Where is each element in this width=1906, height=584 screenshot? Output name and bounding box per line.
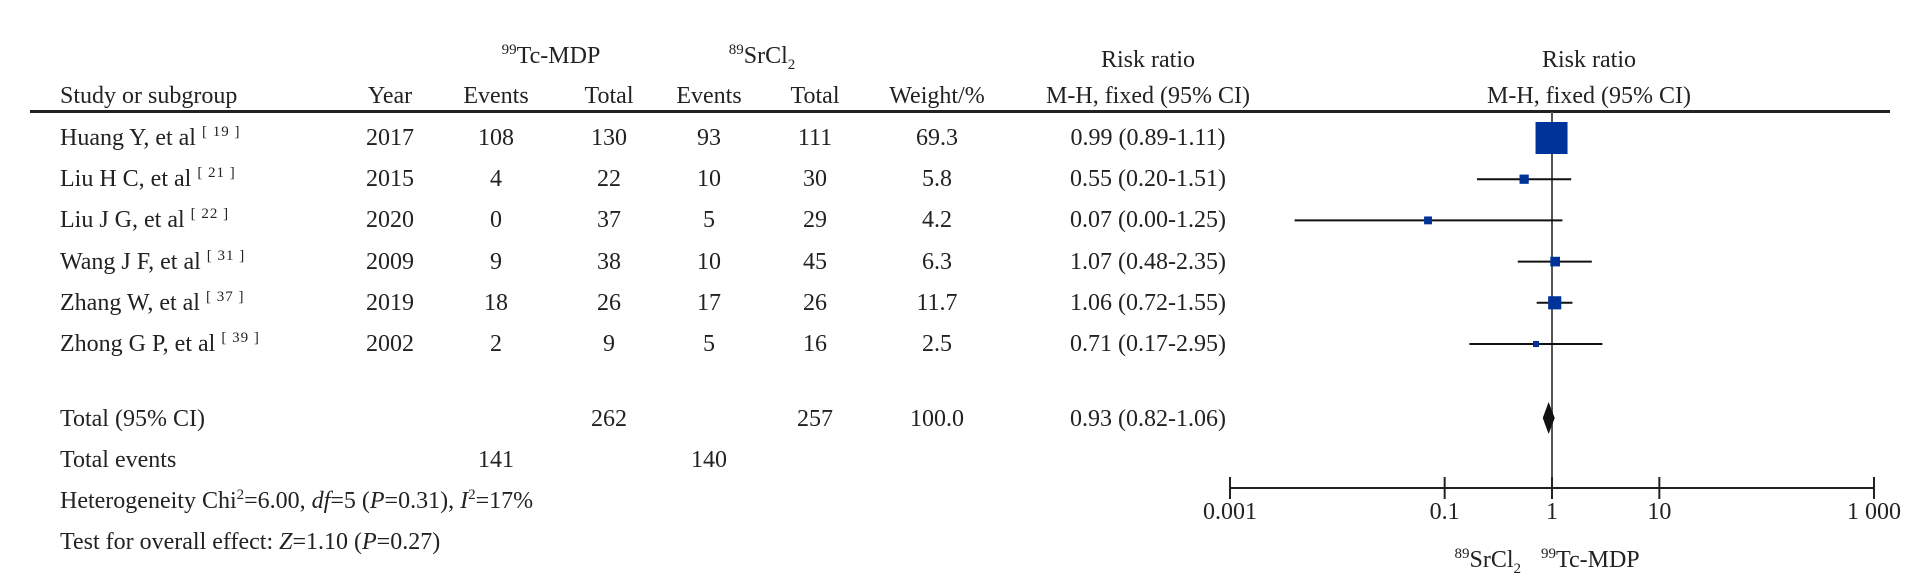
- study-square: [1532, 340, 1540, 348]
- x-tick-label: 10: [1647, 499, 1672, 525]
- study-name: Liu H C, et al: [60, 166, 192, 193]
- study-square: [1548, 296, 1562, 310]
- cell-weight: 6.3: [922, 248, 952, 275]
- cell-weight: 11.7: [916, 289, 958, 316]
- cell-year: 2019: [366, 289, 414, 316]
- cell-events2: 93: [697, 125, 721, 151]
- cell-events2: 10: [697, 166, 721, 193]
- study-name: Liu J G, et al: [60, 207, 185, 234]
- study-square: [1424, 216, 1432, 225]
- risk-ratio-header-text: Risk ratio: [1101, 47, 1195, 73]
- cell-total2: 16: [803, 331, 827, 357]
- cell-study-name: Liu H C, et al [ 21 ]: [60, 165, 236, 193]
- cell-total2: 111: [797, 125, 833, 151]
- x-tick-label: 1: [1546, 499, 1558, 525]
- col-total-2: Total: [790, 83, 840, 109]
- cell-ci: 0.07 (0.00-1.25): [1070, 207, 1226, 234]
- study-name: Zhong G P, et al: [60, 331, 216, 357]
- cell-ci: 0.99 (0.89-1.11): [1070, 125, 1226, 151]
- favours-left-label: 89SrCl2: [1454, 546, 1521, 577]
- cell-events1: 2: [490, 331, 502, 357]
- x-tick-label: 1 000: [1847, 499, 1901, 525]
- pooled-diamond: [1542, 402, 1555, 434]
- cell-study-name: Zhong G P, et al [ 39 ]: [60, 330, 260, 358]
- cell-events2: 17: [697, 289, 721, 316]
- x-tick-label: 0.1: [1429, 499, 1460, 525]
- cell-year: 2017: [366, 125, 414, 151]
- x-tick-label: 0.001: [1203, 499, 1257, 525]
- col-method-plot: M-H, fixed (95% CI): [1487, 83, 1691, 109]
- cell-total2: 26: [803, 289, 827, 316]
- cell-events1: 9: [490, 248, 502, 275]
- total-ci: 0.93 (0.82-1.06): [1070, 406, 1226, 432]
- study-reference: [ 19 ]: [201, 124, 241, 140]
- total-events-label: Total events: [60, 447, 177, 473]
- cell-year: 2002: [366, 331, 414, 357]
- total-total1: 262: [591, 406, 627, 432]
- cell-events1: 108: [478, 125, 514, 151]
- cell-total1: 22: [597, 166, 621, 193]
- cell-year: 2020: [366, 207, 414, 234]
- cell-events2: 5: [703, 331, 715, 357]
- total-label: Total (95% CI): [60, 406, 205, 432]
- col-weight: Weight/%: [889, 83, 985, 109]
- study-reference: [ 22 ]: [190, 206, 230, 223]
- cell-events1: 4: [490, 166, 502, 193]
- cell-weight: 69.3: [916, 125, 958, 151]
- cell-events2: 10: [697, 248, 721, 275]
- cell-ci: 0.55 (0.20-1.51): [1070, 166, 1226, 193]
- cell-total1: 37: [597, 207, 621, 234]
- cell-ci: 0.71 (0.17-2.95): [1070, 331, 1226, 357]
- cell-total2: 30: [803, 166, 827, 193]
- risk-ratio-header-plot: Risk ratio: [1542, 47, 1636, 73]
- cell-study-name: Zhang W, et al [ 37 ]: [60, 289, 244, 317]
- study-name: Zhang W, et al: [60, 289, 200, 316]
- cell-total2: 29: [803, 207, 827, 234]
- cell-total1: 9: [603, 331, 615, 357]
- header-rule: [30, 110, 1890, 113]
- group1-header: 99Tc-MDP: [501, 42, 601, 70]
- group2-header: 89SrCl2: [728, 42, 796, 73]
- cell-study-name: Liu J G, et al [ 22 ]: [60, 206, 229, 234]
- col-total-1: Total: [584, 83, 634, 109]
- study-reference: [ 37 ]: [205, 288, 245, 305]
- heterogeneity-text: Heterogeneity Chi2=6.00, df=5 (P=0.31), …: [60, 487, 534, 515]
- study-square: [1550, 256, 1560, 267]
- study-square: [1535, 122, 1568, 154]
- cell-ci: 1.06 (0.72-1.55): [1070, 289, 1226, 316]
- study-reference: [ 21 ]: [197, 165, 236, 182]
- cell-year: 2009: [366, 248, 414, 275]
- cell-study-name: Huang Y, et al [ 19 ]: [60, 124, 240, 152]
- cell-events1: 0: [490, 207, 502, 234]
- study-square: [1519, 174, 1529, 184]
- total-events-1: 141: [478, 447, 514, 473]
- col-events-1: Events: [463, 83, 529, 109]
- cell-weight: 2.5: [922, 331, 952, 357]
- cell-total1: 26: [597, 289, 621, 316]
- study-reference: [ 39 ]: [221, 330, 260, 346]
- cell-total1: 38: [597, 248, 621, 275]
- cell-total1: 130: [591, 125, 627, 151]
- overall-effect-text: Test for overall effect: Z=1.10 (P=0.27): [60, 529, 441, 555]
- study-name: Wang J F, et al: [60, 248, 201, 275]
- total-total2: 257: [797, 406, 833, 432]
- cell-total2: 45: [803, 248, 827, 275]
- cell-events1: 18: [484, 289, 508, 316]
- cell-study-name: Wang J F, et al [ 31 ]: [60, 248, 245, 276]
- total-events-2: 140: [691, 447, 727, 473]
- favours-right-label: 99Tc-MDP: [1541, 546, 1640, 574]
- total-weight: 100.0: [910, 406, 964, 432]
- cell-ci: 1.07 (0.48-2.35): [1070, 248, 1226, 275]
- cell-year: 2015: [366, 166, 414, 193]
- col-method-text: M-H, fixed (95% CI): [1046, 83, 1250, 109]
- cell-weight: 5.8: [922, 166, 952, 193]
- col-year: Year: [367, 83, 413, 109]
- cell-weight: 4.2: [922, 207, 952, 234]
- col-events-2: Events: [676, 83, 742, 109]
- cell-events2: 5: [703, 207, 715, 234]
- col-study: Study or subgroup: [60, 83, 238, 109]
- study-reference: [ 31 ]: [206, 247, 246, 264]
- study-name: Huang Y, et al: [60, 125, 196, 151]
